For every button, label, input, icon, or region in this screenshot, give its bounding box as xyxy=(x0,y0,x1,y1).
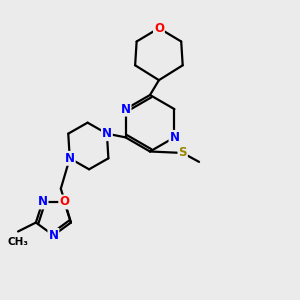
Text: S: S xyxy=(178,146,187,160)
Text: O: O xyxy=(154,22,164,34)
Text: N: N xyxy=(65,152,75,165)
Text: CH₃: CH₃ xyxy=(8,237,29,247)
Text: N: N xyxy=(102,127,112,140)
Text: N: N xyxy=(48,229,59,242)
Text: N: N xyxy=(169,131,179,144)
Text: N: N xyxy=(121,103,130,116)
Text: O: O xyxy=(59,196,69,208)
Text: N: N xyxy=(38,196,48,208)
